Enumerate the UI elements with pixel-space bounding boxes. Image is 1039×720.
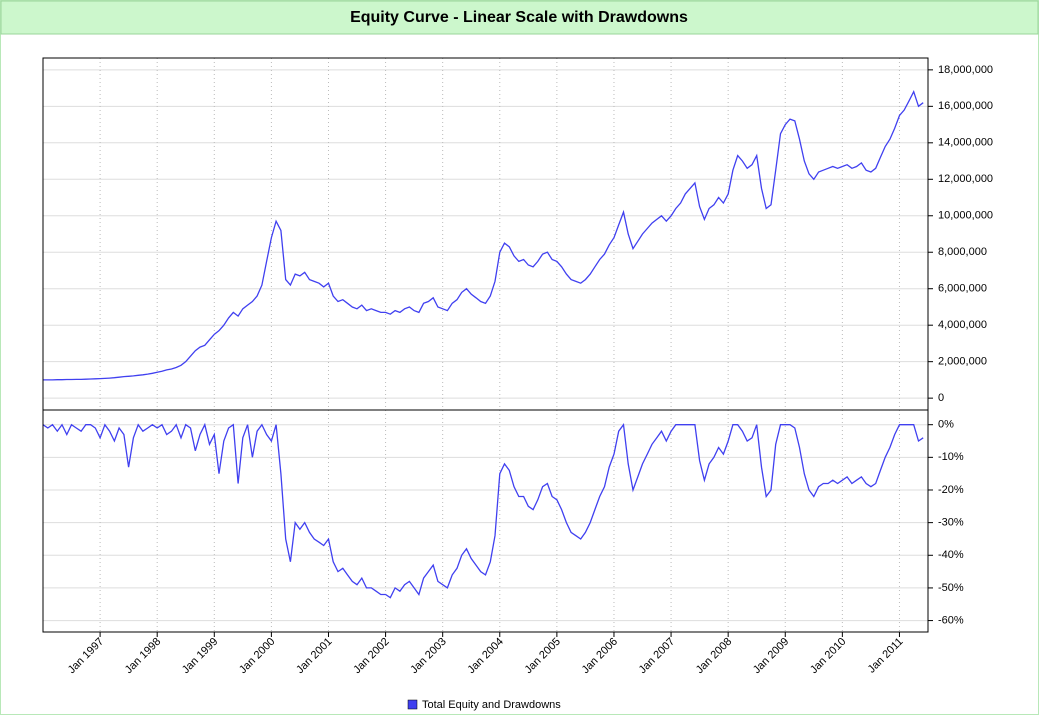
y-tick-label: 0% [938, 419, 954, 431]
y-tick-label: 12,000,000 [938, 173, 993, 185]
y-tick-label: 16,000,000 [938, 100, 993, 112]
y-tick-label: 6,000,000 [938, 283, 987, 295]
series-line [42, 422, 924, 599]
legend-label: Total Equity and Drawdowns [422, 699, 561, 711]
chart-title: Equity Curve - Linear Scale with Drawdow… [350, 9, 688, 26]
title-bar [0, 0, 1039, 35]
y-tick-label: 2,000,000 [938, 356, 987, 368]
series-line [43, 90, 924, 381]
y-tick-label: 0 [938, 392, 944, 404]
y-tick-label: -30% [938, 517, 964, 529]
plot-border [42, 409, 929, 633]
y-tick-label: 14,000,000 [938, 137, 993, 149]
y-tick-label: 4,000,000 [938, 319, 987, 331]
y-tick-label: -20% [938, 484, 964, 496]
y-tick-label: -40% [938, 549, 964, 561]
y-tick-label: -10% [938, 451, 964, 463]
legend-swatch [407, 699, 418, 710]
y-tick-label: -60% [938, 614, 964, 626]
y-tick-label: 18,000,000 [938, 64, 993, 76]
y-tick-label: 8,000,000 [938, 246, 987, 258]
y-tick-label: 10,000,000 [938, 210, 993, 222]
y-tick-label: -50% [938, 582, 964, 594]
